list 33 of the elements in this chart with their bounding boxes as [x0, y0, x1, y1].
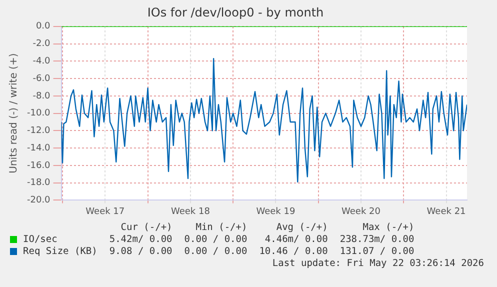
text: Last update: Fri May 22 03:26:14 2026: [272, 258, 484, 269]
text: 5.42m/ 0.00: [108, 234, 172, 246]
text: 4.46m/ 0.00: [264, 234, 328, 246]
chart-title: IOs for /dev/loop0 - by month: [147, 5, 324, 20]
x-tick-label: Week 18: [170, 206, 210, 217]
legend-label: IO/sec: [22, 234, 58, 246]
legend-label: Req Size (KB): [22, 246, 98, 258]
y-tick-label: -10.0: [26, 108, 51, 119]
text: 238.73m/ 0.00: [338, 234, 414, 246]
text: Min (-/+): [194, 222, 248, 234]
y-tick-label: -18.0: [26, 178, 51, 188]
x-tick-label: Week 20: [342, 206, 381, 217]
y-tick-label: -6.0: [32, 74, 51, 84]
y-tick-label: 0.0: [36, 22, 51, 32]
y-axis-title: Units read (-) / write (+): [8, 53, 20, 174]
text: Avg (-/+): [275, 222, 328, 234]
y-tick-label: -20.0: [26, 196, 51, 206]
x-tick-label: Week 19: [256, 206, 296, 217]
y-tick-label: -16.0: [26, 160, 51, 171]
y-tick-label: -2.0: [32, 39, 51, 50]
text: 0.00 / 0.00: [183, 246, 248, 258]
y-tick-label: -14.0: [26, 143, 51, 154]
x-tick-label: Week 17: [86, 206, 125, 217]
text: 10.46 / 0.00: [258, 246, 328, 258]
y-tick-label: -12.0: [26, 126, 51, 136]
text: 131.07 / 0.00: [338, 246, 414, 258]
text: Max (-/+): [362, 222, 414, 234]
text: 0.00 / 0.00: [183, 234, 248, 246]
y-tick-label: -4.0: [32, 56, 51, 67]
text: Cur (-/+): [120, 222, 172, 234]
x-tick-label: Week 21: [426, 206, 466, 217]
y-tick-label: -8.0: [32, 91, 51, 102]
text: 9.08 / 0.00: [108, 246, 172, 258]
